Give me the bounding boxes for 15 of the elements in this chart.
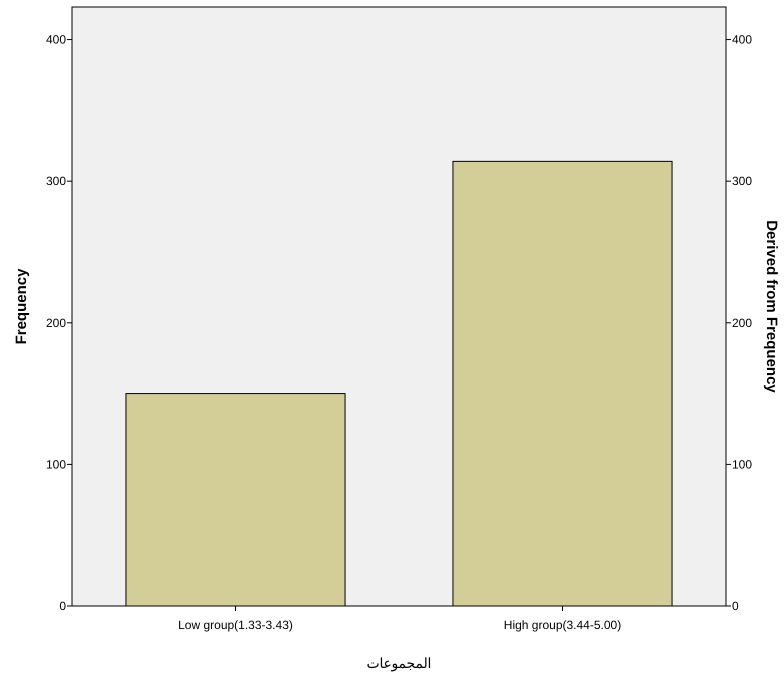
y-tick-label: 300 bbox=[46, 174, 66, 188]
x-axis-title: المجموعات bbox=[366, 655, 432, 672]
x-tick-label: Low group(1.33-3.43) bbox=[178, 618, 293, 632]
y-tick-label: 100 bbox=[46, 457, 66, 472]
y-tick-label: 0 bbox=[59, 599, 66, 613]
y2-axis-title: Derived from Frequency bbox=[763, 220, 780, 394]
y2-tick-label: 300 bbox=[732, 174, 752, 188]
y-axis-title: Frequency bbox=[13, 268, 30, 344]
y2-tick-label: 200 bbox=[732, 316, 752, 330]
y-tick-label: 400 bbox=[46, 32, 66, 47]
y2-tick-label: 0 bbox=[732, 599, 739, 613]
y-tick-label: 200 bbox=[46, 316, 66, 330]
x-tick-label: High group(3.44-5.00) bbox=[504, 618, 622, 632]
y2-tick-label: 100 bbox=[732, 457, 752, 472]
y2-tick-label: 400 bbox=[732, 32, 752, 47]
